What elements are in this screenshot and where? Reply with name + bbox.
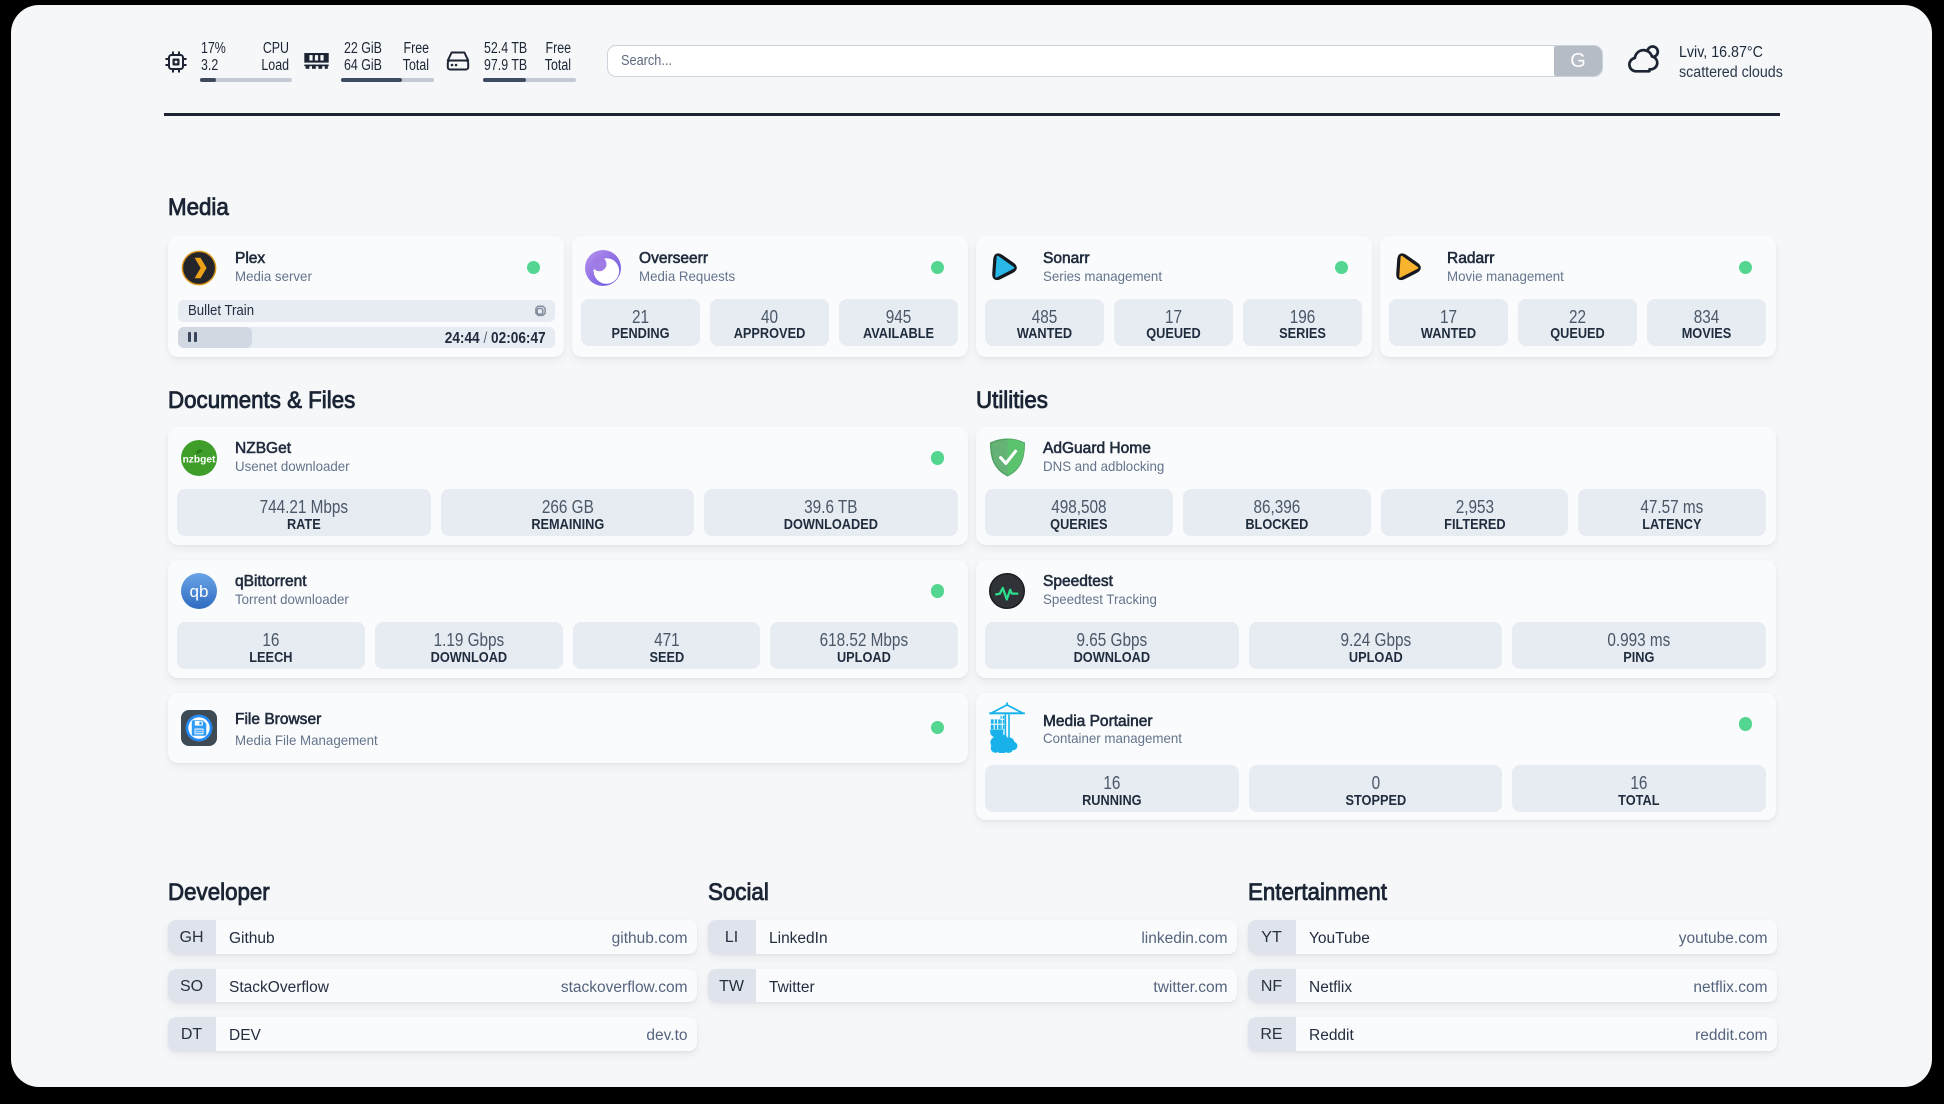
svg-text:qb: qb — [190, 582, 209, 601]
svg-text:nzbget: nzbget — [183, 455, 216, 466]
